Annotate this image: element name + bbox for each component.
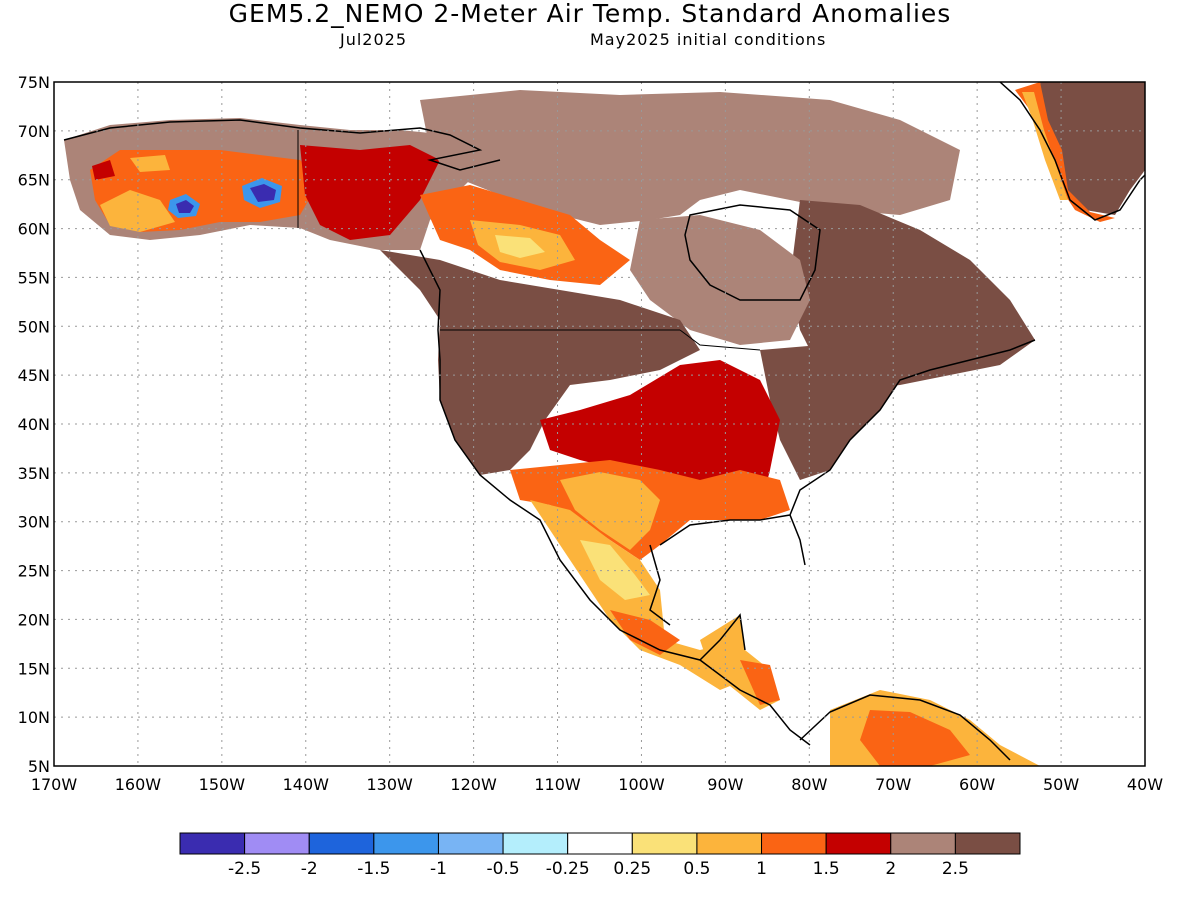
lon-label: 50W — [1043, 775, 1079, 794]
colorbar-swatch — [308, 832, 375, 855]
lat-label: 40N — [18, 415, 50, 434]
lat-label: 60N — [18, 220, 50, 239]
anomaly-region-central-canada-light — [495, 235, 545, 258]
anomaly-region-canada-north — [420, 90, 960, 225]
colorbar-swatch — [179, 832, 246, 855]
colorbar-tick-label: -1 — [430, 859, 447, 879]
lon-label: 170W — [31, 775, 78, 794]
colorbar-swatch — [567, 832, 633, 855]
anomaly-region-alaska-hot-west — [92, 160, 115, 180]
lon-label: 160W — [115, 775, 162, 794]
anomaly-region-western-us — [380, 250, 700, 475]
colorbar-swatch — [696, 832, 763, 855]
lon-label: 40W — [1127, 775, 1163, 794]
colorbar-tick-label: -0.25 — [546, 859, 590, 879]
lon-label: 100W — [618, 775, 665, 794]
lat-label: 75N — [18, 73, 50, 92]
anomaly-region-central-america-warm — [740, 660, 780, 705]
anomaly-region-mexico-light — [580, 540, 650, 600]
lon-label: 120W — [450, 775, 497, 794]
colorbar-swatch — [244, 832, 310, 855]
colorbar-tick-label: -0.5 — [486, 859, 519, 879]
colorbar-swatch — [761, 832, 827, 855]
anomaly-cold-spot-1-core — [176, 200, 194, 213]
lat-label: 25N — [18, 562, 50, 581]
colorbar-tick-label: 1 — [756, 859, 767, 879]
colorbar-tick-label: 1.5 — [813, 859, 840, 879]
colorbar-tick-label: -2.5 — [228, 859, 261, 879]
lat-label: 20N — [18, 610, 50, 629]
lon-label: 90W — [707, 775, 743, 794]
colorbar-swatch — [890, 832, 956, 855]
anomaly-fields — [64, 82, 1145, 766]
anomaly-region-great-lakes — [760, 345, 900, 480]
colorbar-swatch — [502, 832, 569, 855]
lat-label: 70N — [18, 122, 50, 141]
map-border — [53, 81, 1146, 767]
lat-label: 10N — [18, 708, 50, 727]
lat-label: 35N — [18, 464, 50, 483]
longitude-labels: 170W 160W 150W 140W 130W 120W 110W 100W 90W 80W 70… — [31, 775, 1163, 794]
lon-label: 150W — [199, 775, 246, 794]
latitude-labels: 75N 70N 65N 60N 55N 50N 45N 40N 35N 30N 25N 20N 15N 1… — [18, 73, 50, 776]
lat-label: 15N — [18, 659, 50, 678]
lat-label: 5N — [28, 757, 50, 776]
lat-label: 55N — [18, 268, 50, 287]
colorbar-swatch — [437, 832, 504, 855]
colorbar-tick-label: 2.5 — [942, 859, 969, 879]
lat-label: 45N — [18, 366, 50, 385]
anomaly-region-mexico-warm — [610, 610, 680, 655]
lon-label: 80W — [791, 775, 827, 794]
lat-label: 50N — [18, 317, 50, 336]
colorbar-tick-label: -2 — [301, 859, 318, 879]
colorbar-swatch — [631, 832, 698, 855]
lat-label: 30N — [18, 513, 50, 532]
anomaly-region-quebec — [790, 200, 1035, 390]
colorbar — [179, 832, 1021, 855]
lon-label: 140W — [283, 775, 330, 794]
coastline-hudson-bay — [684, 204, 821, 301]
colorbar-swatch — [373, 832, 439, 855]
lon-label: 60W — [959, 775, 995, 794]
anomaly-region-hudson-surround — [630, 215, 810, 345]
colorbar-swatch — [825, 832, 892, 855]
lon-label: 70W — [875, 775, 911, 794]
colorbar-swatch — [954, 832, 1021, 855]
anomaly-cold-spot-2-core — [250, 184, 276, 202]
anomaly-region-alaska-mild — [100, 190, 175, 232]
anomaly-region-alaska-mild-north — [130, 155, 170, 172]
chart-subtitle-month: Jul2025 — [340, 30, 408, 49]
colorbar-tick-label: 0.5 — [683, 859, 710, 879]
graticule — [54, 82, 1145, 766]
coastline-south-america — [799, 694, 1011, 761]
colorbar-tick-label: 0.25 — [613, 859, 651, 879]
lon-label: 110W — [534, 775, 581, 794]
colorbar-tick-label: 2 — [885, 859, 896, 879]
chart-title: GEM5.2_NEMO 2-Meter Air Temp. Standard A… — [228, 0, 952, 28]
chart-subtitle-init: May2025 initial conditions — [590, 30, 827, 49]
borders-us-canada — [297, 130, 761, 351]
coastline-greenland — [999, 82, 1145, 221]
colorbar-tick-label: -1.5 — [357, 859, 390, 879]
lon-label: 130W — [367, 775, 414, 794]
colorbar-labels: -2.5 -2 -1.5 -1 -0.5 -0.25 0.25 0.5 1 1.5 2 2.5 — [228, 859, 969, 879]
anomaly-region-texas-mild — [560, 472, 660, 550]
anomaly-region-south-america-warm — [860, 710, 970, 766]
lat-label: 65N — [18, 171, 50, 190]
anomaly-region-yukon-hot — [300, 145, 440, 240]
